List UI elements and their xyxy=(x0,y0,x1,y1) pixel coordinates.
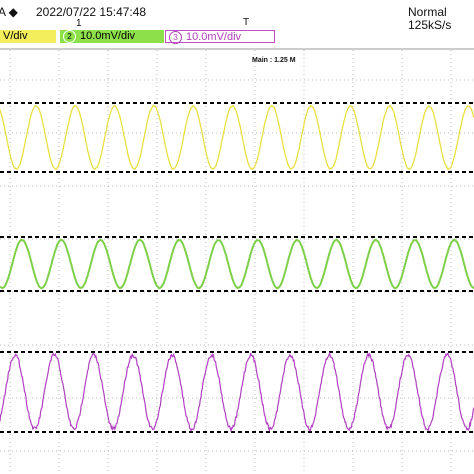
ch2-scale: 2 10.0mV/div xyxy=(60,30,164,43)
ch1-scale-text: V/div xyxy=(3,30,28,42)
ch2-scale-text: 10.0mV/div xyxy=(80,30,136,42)
ch2-number: 2 xyxy=(63,30,76,43)
datetime: 2022/07/22 15:47:48 xyxy=(36,5,147,19)
timebase: Main : 1.25 M xyxy=(252,57,296,64)
waveform xyxy=(0,351,474,434)
ch1-marker: 1 xyxy=(76,18,82,29)
sample-rate: 125kS/s xyxy=(408,18,452,32)
status: A ◆ xyxy=(0,5,18,19)
waveform xyxy=(0,104,474,171)
ch1-scale: V/div xyxy=(0,30,56,43)
waveform xyxy=(0,238,474,290)
ch3-number: 3 xyxy=(169,31,182,44)
ch3-scale: 3 10.0mV/div xyxy=(165,30,275,44)
ch3-scale-text: 10.0mV/div xyxy=(186,31,242,43)
trigger-marker: T xyxy=(243,17,250,28)
mode: Normal xyxy=(408,5,447,19)
